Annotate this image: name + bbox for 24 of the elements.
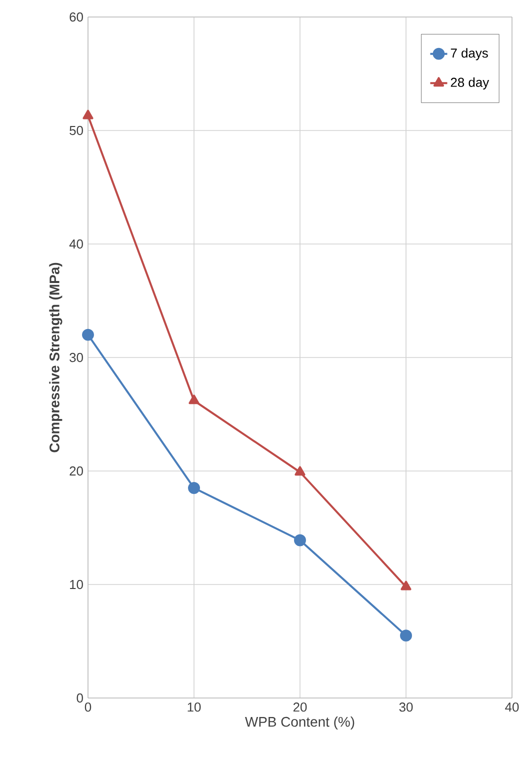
y-axis-title: Compressive Strength (MPa) — [49, 262, 62, 452]
point — [82, 328, 94, 341]
y-tick-label: 10 — [70, 580, 83, 590]
point — [188, 394, 200, 404]
x-tick-label: 0 — [84, 702, 92, 712]
x-tick-label: 30 — [399, 702, 413, 712]
y-tick-label: 60 — [70, 12, 83, 22]
legend-label: 28 day — [450, 77, 490, 90]
y-tick-label: 0 — [76, 693, 83, 703]
x-tick-label: 20 — [293, 702, 307, 712]
y-tick-label: 40 — [69, 239, 83, 249]
y-tick-label: 50 — [70, 126, 83, 136]
y-tick-label: 30 — [70, 352, 83, 362]
point — [400, 580, 412, 590]
point — [400, 630, 412, 642]
y-tick-label: 20 — [70, 466, 83, 476]
point — [294, 534, 306, 546]
point — [188, 482, 200, 494]
point — [82, 110, 94, 120]
x-tick-label: 40 — [505, 702, 519, 712]
point — [294, 466, 306, 476]
legend-label: 7 days — [450, 48, 488, 60]
x-axis-title: WPB Content (%) — [245, 716, 354, 730]
x-tick-label: 10 — [188, 702, 201, 712]
